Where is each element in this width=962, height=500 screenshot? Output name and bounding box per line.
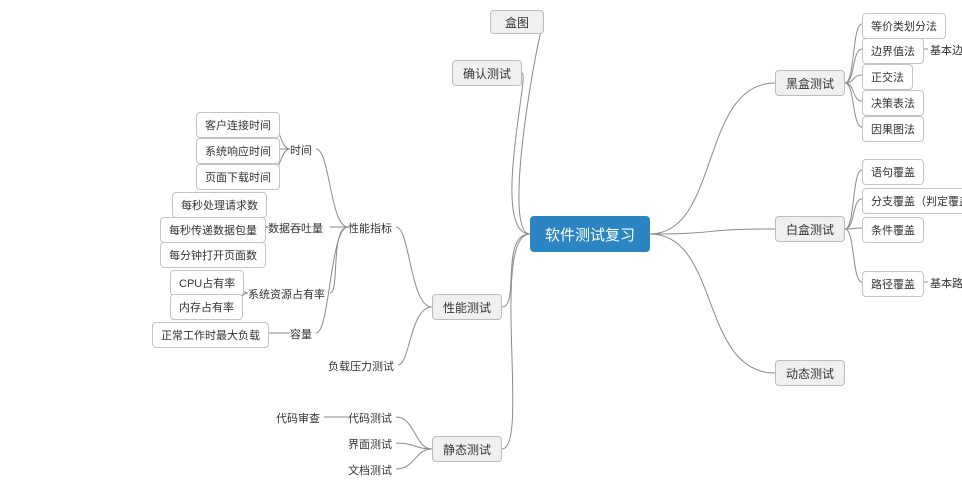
sub-th2[interactable]: 每秒传递数据包量 (160, 217, 266, 243)
sub-bb3[interactable]: 正交法 (862, 64, 913, 90)
sub-bb5[interactable]: 因果图法 (862, 116, 924, 142)
leaf-sysres[interactable]: 系统资源占有率 (248, 286, 325, 302)
leaf-label: 每秒传递数据包量 (169, 222, 257, 238)
sub-sr1[interactable]: CPU占有率 (170, 270, 244, 296)
branch-blackbox[interactable]: 黑盒测试 (775, 70, 845, 96)
leaf-capacity[interactable]: 容量 (290, 326, 312, 342)
leaf-label: 等价类划分法 (871, 18, 937, 34)
sub-wb3[interactable]: 条件覆盖 (862, 217, 924, 243)
leaf-label: CPU占有率 (179, 275, 235, 291)
leaf-bb2-extra: 基本边界值 (930, 42, 962, 58)
leaf-label: 决策表法 (871, 95, 915, 111)
sub-wb4[interactable]: 路径覆盖 (862, 271, 924, 297)
root-node[interactable]: 软件测试复习 (530, 216, 650, 252)
branch-static[interactable]: 静态测试 (432, 436, 502, 462)
leaf-label: 每分钟打开页面数 (169, 247, 257, 263)
sub-wb1[interactable]: 语句覆盖 (862, 159, 924, 185)
sub-wb2[interactable]: 分支覆盖（判定覆盖） (862, 188, 962, 214)
leaf-label: 每秒处理请求数 (181, 197, 258, 213)
sub-cap1[interactable]: 正常工作时最大负载 (152, 322, 269, 348)
sub-bb4[interactable]: 决策表法 (862, 90, 924, 116)
leaf-label: 客户连接时间 (205, 117, 271, 133)
leaf-label: 边界值法 (871, 43, 915, 59)
leaf-loadtest[interactable]: 负载压力测试 (328, 358, 394, 374)
branch-label: 黑盒测试 (786, 75, 834, 92)
branch-dynamic[interactable]: 动态测试 (775, 360, 845, 386)
branch-boxplot[interactable]: 盒图 (490, 10, 544, 34)
sub-th1[interactable]: 每秒处理请求数 (172, 192, 267, 218)
branch-label: 静态测试 (443, 441, 491, 458)
sub-t1[interactable]: 客户连接时间 (196, 112, 280, 138)
leaf-label: 分支覆盖（判定覆盖） (871, 193, 962, 209)
leaf-label: 正常工作时最大负载 (161, 327, 260, 343)
leaf-label: 内存占有率 (179, 299, 234, 315)
leaf-label: 因果图法 (871, 121, 915, 137)
branch-label: 确认测试 (463, 65, 511, 82)
branch-confirm[interactable]: 确认测试 (452, 60, 522, 86)
leaf-uitest[interactable]: 界面测试 (348, 436, 392, 452)
branch-whitebox[interactable]: 白盒测试 (775, 216, 845, 242)
leaf-ct1[interactable]: 代码审查 (276, 410, 320, 426)
branch-label: 白盒测试 (786, 221, 834, 238)
leaf-label: 语句覆盖 (871, 164, 915, 180)
leaf-wb4-extra: 基本路径法 (930, 275, 962, 291)
sub-bb1[interactable]: 等价类划分法 (862, 13, 946, 39)
sub-t3[interactable]: 页面下载时间 (196, 164, 280, 190)
leaf-label: 路径覆盖 (871, 276, 915, 292)
root-label: 软件测试复习 (545, 224, 635, 245)
sub-sr2[interactable]: 内存占有率 (170, 294, 243, 320)
leaf-label: 正交法 (871, 69, 904, 85)
leaf-label: 系统响应时间 (205, 143, 271, 159)
branch-label: 盒图 (505, 14, 529, 31)
leaf-time[interactable]: 时间 (290, 142, 312, 158)
branch-perf[interactable]: 性能测试 (432, 294, 502, 320)
leaf-codetest[interactable]: 代码测试 (348, 410, 392, 426)
branch-label: 动态测试 (786, 365, 834, 382)
leaf-label: 页面下载时间 (205, 169, 271, 185)
leaf-perfmetric[interactable]: 性能指标 (348, 220, 392, 236)
leaf-label: 条件覆盖 (871, 222, 915, 238)
leaf-doctest[interactable]: 文档测试 (348, 462, 392, 478)
sub-bb2[interactable]: 边界值法 (862, 38, 924, 64)
branch-label: 性能测试 (443, 299, 491, 316)
sub-t2[interactable]: 系统响应时间 (196, 138, 280, 164)
sub-th3[interactable]: 每分钟打开页面数 (160, 242, 266, 268)
leaf-throughput[interactable]: 数据吞吐量 (268, 220, 323, 236)
